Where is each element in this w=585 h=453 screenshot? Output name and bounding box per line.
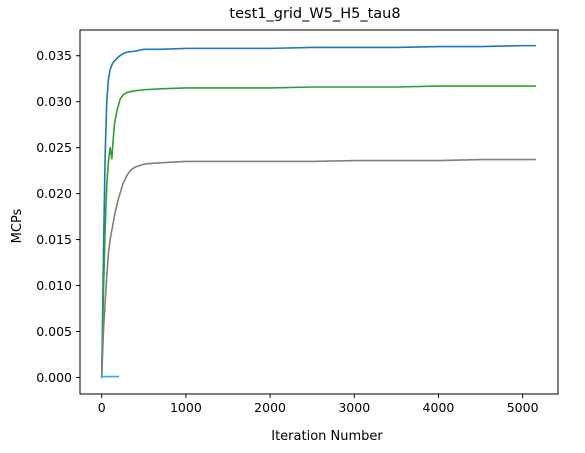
y-tick-label: 0.010 [36,278,72,293]
plot-frame [79,29,559,395]
y-tick-label: 0.015 [36,232,72,247]
y-tick-label: 0.035 [36,48,72,63]
y-tick-label: 0.030 [36,94,72,109]
series-line-3 [100,158,537,379]
x-tick-label: 0 [98,400,106,415]
y-tick-label: 0.005 [36,324,72,339]
x-tick-label: 5000 [507,400,539,415]
x-axis: 0 1000 2000 3000 4000 5000 [98,394,539,415]
x-axis-label: Iteration Number [271,429,383,444]
x-tick-label: 4000 [423,400,455,415]
series-line-2 [100,85,537,379]
x-tick-label: 1000 [170,400,202,415]
series-line-1 [100,44,537,379]
chart-title: test1_grid_W5_H5_tau8 [229,6,400,22]
plot-area [100,44,537,379]
x-tick-label: 3000 [338,400,370,415]
y-tick-label: 0.020 [36,186,72,201]
y-tick-label: 0.025 [36,140,72,155]
y-tick-label: 0.000 [36,370,72,385]
y-axis-label: MCPs [10,208,25,243]
y-axis: 0.000 0.005 0.010 0.015 0.020 0.025 0.030 0.035 [36,48,80,385]
x-tick-label: 2000 [254,400,286,415]
